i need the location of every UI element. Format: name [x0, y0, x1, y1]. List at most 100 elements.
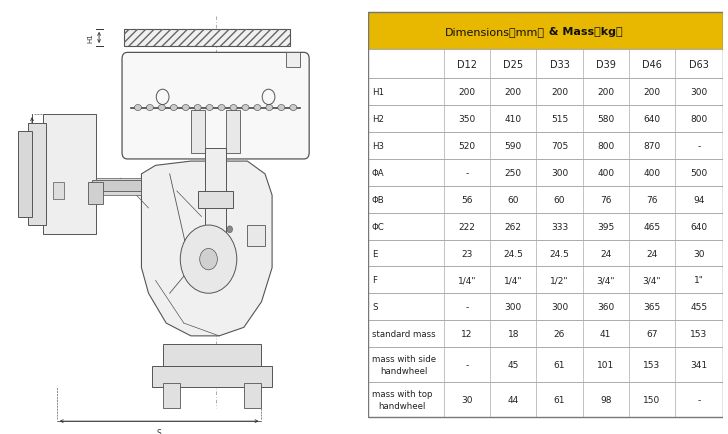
Bar: [368, 382, 723, 417]
Bar: [162, 383, 181, 408]
Text: 222: 222: [459, 222, 475, 231]
Text: 60: 60: [507, 195, 519, 204]
Text: 590: 590: [505, 142, 522, 151]
Text: 61: 61: [554, 360, 565, 369]
Ellipse shape: [135, 105, 141, 111]
Ellipse shape: [254, 105, 261, 111]
Text: 400: 400: [597, 168, 614, 178]
Text: D46: D46: [642, 60, 662, 70]
Bar: [92, 181, 141, 191]
Text: 300: 300: [505, 302, 522, 312]
Text: -: -: [465, 302, 469, 312]
Text: 24.5: 24.5: [550, 249, 569, 258]
Bar: [95, 179, 141, 196]
Text: 30: 30: [693, 249, 705, 258]
Text: 200: 200: [505, 88, 522, 97]
Text: H3: H3: [372, 142, 384, 151]
Text: 500: 500: [690, 168, 708, 178]
Text: 341: 341: [690, 360, 708, 369]
Text: ΦC: ΦC: [372, 222, 384, 231]
Text: 24: 24: [646, 249, 657, 258]
Ellipse shape: [230, 105, 237, 111]
Bar: [368, 267, 723, 294]
Text: 640: 640: [644, 115, 660, 124]
Ellipse shape: [242, 105, 249, 111]
Text: 94: 94: [693, 195, 705, 204]
Text: 250: 250: [505, 168, 522, 178]
Ellipse shape: [218, 105, 225, 111]
Ellipse shape: [278, 105, 285, 111]
FancyBboxPatch shape: [122, 53, 309, 160]
Text: 200: 200: [644, 88, 660, 97]
Text: S: S: [372, 302, 377, 312]
Text: D12: D12: [457, 60, 477, 70]
Bar: [28, 123, 46, 226]
Text: 24.5: 24.5: [503, 249, 523, 258]
Text: D33: D33: [550, 60, 569, 70]
Text: 45: 45: [507, 360, 519, 369]
Text: 1/4": 1/4": [504, 276, 523, 285]
Bar: [152, 366, 272, 387]
Bar: [368, 13, 723, 50]
Bar: [226, 111, 240, 153]
Text: S: S: [157, 427, 162, 434]
Text: 23: 23: [462, 249, 472, 258]
Bar: [248, 226, 265, 247]
Ellipse shape: [181, 226, 237, 293]
Text: 400: 400: [644, 168, 660, 178]
Text: -: -: [465, 168, 469, 178]
Ellipse shape: [290, 105, 297, 111]
Text: -: -: [465, 360, 469, 369]
Text: 153: 153: [690, 329, 708, 339]
Text: 300: 300: [551, 302, 568, 312]
Bar: [43, 115, 95, 234]
Text: 3/4": 3/4": [596, 276, 615, 285]
Bar: [286, 53, 301, 68]
Text: 153: 153: [644, 360, 660, 369]
Bar: [89, 183, 103, 204]
Text: 200: 200: [597, 88, 614, 97]
Text: 101: 101: [597, 360, 614, 369]
Text: 3/4": 3/4": [643, 276, 661, 285]
Bar: [368, 320, 723, 347]
Ellipse shape: [158, 105, 165, 111]
Text: 455: 455: [690, 302, 708, 312]
Bar: [205, 149, 226, 268]
Ellipse shape: [227, 227, 232, 233]
Ellipse shape: [170, 105, 178, 111]
Text: 262: 262: [505, 222, 522, 231]
Text: 410: 410: [505, 115, 522, 124]
Text: -: -: [697, 395, 700, 404]
Ellipse shape: [266, 105, 273, 111]
Text: D39: D39: [596, 60, 616, 70]
Bar: [198, 191, 233, 208]
Text: ΦA: ΦA: [19, 165, 25, 175]
Text: 520: 520: [459, 142, 475, 151]
Ellipse shape: [146, 105, 154, 111]
Text: 300: 300: [690, 88, 708, 97]
Text: 465: 465: [644, 222, 660, 231]
Text: 1/2": 1/2": [550, 276, 569, 285]
Text: 365: 365: [644, 302, 660, 312]
Polygon shape: [141, 162, 272, 336]
Text: 61: 61: [554, 395, 565, 404]
Text: mass with top
handwheel: mass with top handwheel: [372, 390, 432, 410]
Text: 76: 76: [600, 195, 612, 204]
Bar: [244, 383, 261, 408]
Text: 30: 30: [462, 395, 473, 404]
Text: H1: H1: [87, 33, 93, 43]
Bar: [368, 160, 723, 187]
Text: 200: 200: [551, 88, 568, 97]
Ellipse shape: [206, 105, 213, 111]
Text: 44: 44: [507, 395, 519, 404]
Text: 350: 350: [459, 115, 475, 124]
Text: D63: D63: [689, 60, 709, 70]
Text: 12: 12: [462, 329, 472, 339]
Text: -: -: [697, 142, 700, 151]
Bar: [368, 79, 723, 106]
Text: 26: 26: [554, 329, 565, 339]
Text: E: E: [372, 249, 377, 258]
Text: ΦB: ΦB: [372, 195, 384, 204]
Text: 640: 640: [690, 222, 708, 231]
Text: 515: 515: [551, 115, 568, 124]
